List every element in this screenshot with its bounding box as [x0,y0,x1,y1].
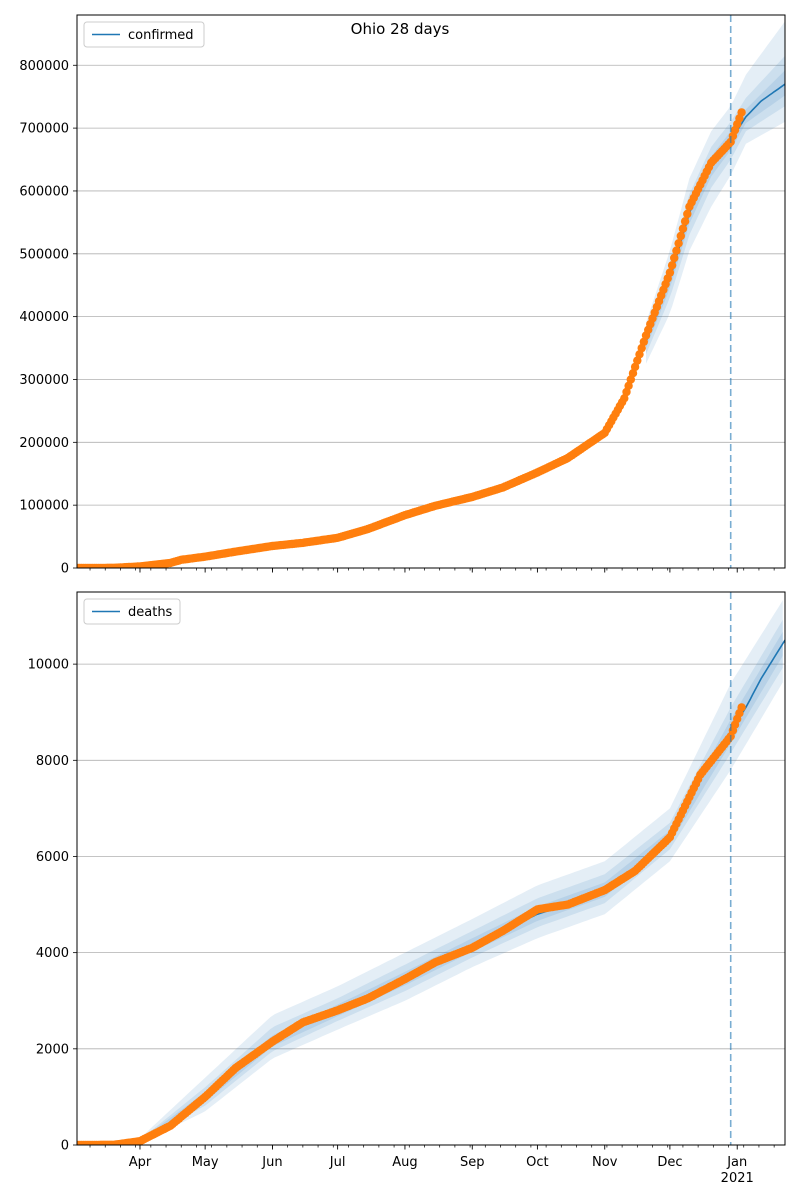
observed-point [678,224,688,233]
observed-point [626,375,635,384]
observed-point [639,337,648,346]
y-tick-label: 200000 [19,436,69,451]
x-tick-label: Jul [329,1155,346,1170]
observed-point [633,356,642,365]
observed-point [683,209,692,219]
observed-point [680,217,690,226]
x-tick-label: Aug [392,1155,417,1170]
fit-line-deaths [77,639,785,1145]
y-tick-label: 300000 [19,373,69,388]
uncertainty-band [140,600,783,1144]
axes-frame [76,591,786,1146]
plot-area [77,21,785,568]
y-tick-label: 600000 [19,184,69,199]
y-tick-label: 800000 [19,59,69,74]
chart-panel-deaths: 0 2000 4000 6000 8000 10000 Apr May Jun Jul Aug Sep… [28,591,786,1186]
y-tick-label: 0 [61,1139,69,1154]
legend: confirmed [83,21,205,48]
legend: deaths [83,598,181,625]
observed-point [670,253,679,263]
x-tick-label: Oct [526,1155,548,1170]
x-tick-label: Nov [592,1155,618,1170]
observed-point [637,343,646,353]
legend-label: deaths [128,605,173,620]
observed-point [737,108,746,117]
x-tick-label: Dec [657,1155,682,1170]
chart-panel-confirmed: 0 100000 200000 300000 400000 500000 600000 700… [19,14,786,577]
x-tick-label: May [192,1155,219,1170]
y-tick-label: 4000 [36,946,69,961]
y-tick-label: 8000 [36,754,69,769]
observed-point [667,261,677,270]
observed-point [630,362,640,372]
uncertainty-band [140,619,783,1143]
y-tick-label: 500000 [19,247,69,262]
observed-point [620,394,629,403]
y-tick-label: 6000 [36,850,69,865]
uncertainty-band [646,21,785,364]
x-tick-label: Apr [129,1155,152,1170]
x-tick-label: Jan [726,1155,747,1170]
x-tick-label: Jun [261,1155,282,1170]
figure-title: Ohio 28 days [350,20,450,38]
plot-area [77,600,785,1145]
observed-point [624,381,633,390]
x-tick-label: Sep [460,1155,485,1170]
uncertainty-band [646,70,785,349]
y-tick-label: 0 [61,562,69,577]
legend-label: confirmed [128,28,194,43]
legend-box [83,598,181,625]
x-year-label: 2021 [721,1171,754,1186]
y-tick-label: 700000 [19,122,69,137]
axes-frame [76,14,786,569]
fit-line-confirmed [77,83,785,568]
y-tick-label: 10000 [28,658,69,673]
y-tick-label: 2000 [36,1042,69,1057]
legend-box [83,21,205,48]
observed-point [672,246,681,255]
uncertainty-band [646,55,785,355]
observed-point [737,703,746,712]
observed-point [676,231,685,241]
y-tick-label: 100000 [19,499,69,514]
y-tick-label: 400000 [19,310,69,325]
observed-point [628,369,638,378]
observed-point [674,239,683,248]
observed-point [665,268,675,277]
